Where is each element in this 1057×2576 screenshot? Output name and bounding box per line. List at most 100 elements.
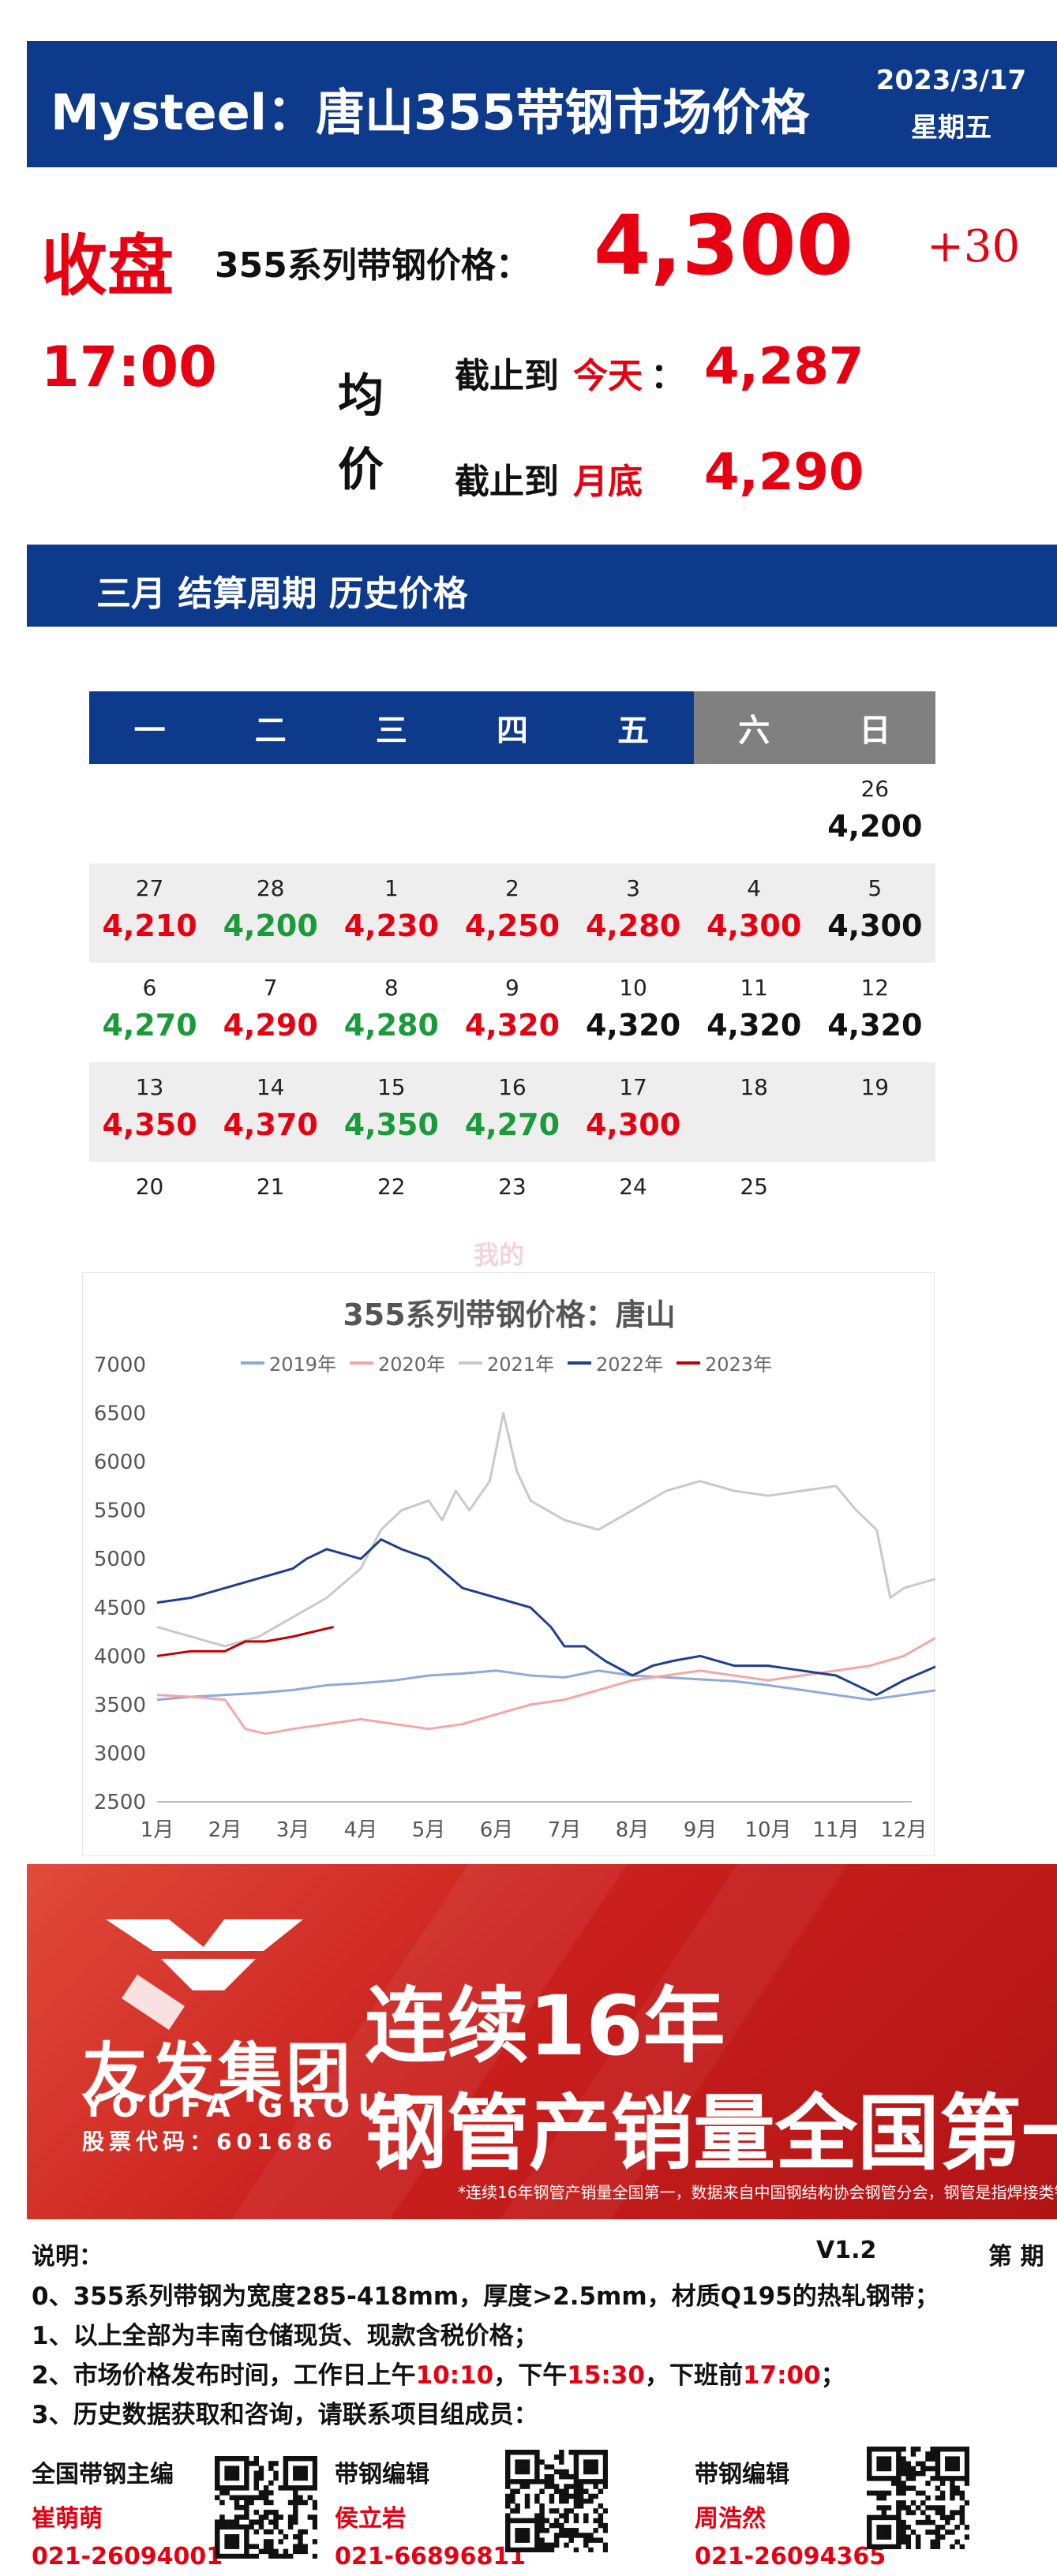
series-label: 355系列带钢价格： — [215, 245, 530, 286]
day-price: 4,300 — [707, 908, 802, 943]
calendar-day: 2 4,250 — [452, 863, 572, 963]
day-price: 4,230 — [343, 908, 439, 943]
y-tick-label: 4500 — [94, 1597, 146, 1620]
day-number: 18 — [740, 1074, 768, 1100]
day-price: 4,200 — [223, 908, 318, 943]
day-price — [694, 1103, 815, 1146]
calendar-day: 21 — [210, 1162, 331, 1261]
series-line-2020年 — [156, 1577, 966, 1735]
calendar-day — [89, 764, 210, 863]
day-price — [815, 1103, 935, 1146]
x-tick-label: 6月 — [480, 1818, 514, 1842]
day-number — [452, 773, 572, 805]
calendar-week-row: 20 21 22 23 24 25 — [89, 1162, 935, 1217]
contact-name-2: 侯立岩 — [335, 2505, 406, 2533]
day-number — [89, 773, 210, 805]
note-time-am: 10:10 — [415, 2361, 494, 2390]
contact-phone-1[interactable]: 021-26094001 — [32, 2543, 223, 2570]
close-time: 17:00 — [41, 335, 217, 399]
calendar-day: 10 4,320 — [573, 963, 694, 1062]
day-number: 22 — [377, 1174, 406, 1200]
calendar-day: 18 — [694, 1062, 815, 1162]
calendar-day: 1 4,230 — [331, 863, 452, 963]
x-tick-label: 1月 — [141, 1818, 174, 1842]
avg-today-value: 4,287 — [704, 338, 864, 396]
day-number — [573, 773, 694, 805]
ad-banner[interactable] — [27, 1864, 1057, 2219]
y-tick-label: 6500 — [94, 1402, 146, 1426]
note-item-0: 0、355系列带钢为宽度285-418mm，厚度>2.5mm，材质Q195的热轧… — [32, 2282, 939, 2311]
calendar-day — [573, 764, 694, 863]
calendar-day: 28 4,200 — [210, 863, 331, 963]
x-tick-label: 7月 — [548, 1818, 582, 1842]
banner-footnote: *连续16年钢管产销量全国第一，数据来自中国钢结构协会钢管分会，钢管是指焊接类钢… — [458, 2183, 1057, 2202]
calendar-week-row: 27 4,210 28 4,200 1 4,230 2 4,250 3 4,280 4 4,300 5 4… — [89, 863, 935, 963]
qr-code-icon[interactable] — [505, 2450, 609, 2553]
calendar-day: 5 4,300 — [815, 863, 935, 963]
day-number: 14 — [256, 1074, 285, 1100]
day-number: 3 — [626, 875, 640, 901]
price-calendar: 一 二 三 四 五 六 日 26 4,200 27 4,210 28 4,200 1 4,23… — [89, 691, 935, 1217]
youfa-logo-icon — [106, 1919, 303, 2030]
y-tick-label: 5500 — [94, 1500, 146, 1523]
day-number: 15 — [377, 1074, 406, 1100]
contact-phone-3[interactable]: 021-26094365 — [695, 2543, 886, 2570]
note-time-pm: 15:30 — [567, 2361, 645, 2390]
banner-decoration — [106, 1864, 848, 2219]
weekday-cell: 三 — [331, 691, 452, 764]
day-price: 4,320 — [464, 1008, 560, 1043]
day-price: 4,270 — [102, 1008, 197, 1043]
calendar-body: 26 4,200 27 4,210 28 4,200 1 4,230 2 4,250 3 4,280 4… — [89, 764, 935, 1217]
avg-month-value: 4,290 — [704, 444, 864, 502]
series-line-2019年 — [156, 1669, 965, 1702]
x-tick-label: 4月 — [344, 1818, 378, 1842]
issue-label: 第 期 — [988, 2243, 1044, 2271]
avg-today-prefix: 截止到 — [455, 356, 559, 396]
calendar-day: 9 4,320 — [452, 963, 572, 1062]
calendar-day: 13 4,350 — [89, 1062, 210, 1162]
brand-name-en: YOUFA GROUP — [82, 2088, 423, 2125]
day-price: 4,320 — [585, 1008, 681, 1043]
day-number: 25 — [740, 1174, 768, 1200]
qr-code-icon[interactable] — [215, 2456, 318, 2559]
calendar-day — [452, 764, 572, 863]
weekday-cell: 一 — [89, 691, 211, 764]
calendar-week-row: 6 4,270 7 4,290 8 4,280 9 4,320 10 4,320 11 4,320 12… — [89, 963, 935, 1062]
day-price — [694, 1203, 815, 1245]
day-number: 9 — [505, 975, 519, 1001]
y-tick-label: 4000 — [94, 1645, 146, 1668]
calendar-day: 15 4,350 — [331, 1062, 452, 1162]
day-price — [210, 1203, 331, 1245]
calendar-day: 23 — [452, 1162, 572, 1261]
y-tick-label: 5000 — [94, 1548, 146, 1571]
y-tick-label: 7000 — [94, 1354, 146, 1377]
day-price — [89, 1203, 210, 1245]
calendar-day — [694, 764, 815, 863]
note-item-2-end: ； — [820, 2361, 845, 2390]
day-number: 12 — [860, 975, 890, 1001]
note-item-3: 3、历史数据获取和咨询，请联系项目组成员： — [32, 2401, 538, 2429]
chart-svg: 355系列带钢价格：唐山 2019年 2020年 2021年 2022年 2023年 250… — [94, 1297, 966, 1842]
calendar-day: 17 4,300 — [573, 1062, 694, 1162]
x-tick-label: 5月 — [412, 1818, 446, 1842]
day-number: 8 — [384, 975, 399, 1001]
calendar-day: 4 4,300 — [694, 863, 815, 963]
contact-phone-2[interactable]: 021-66896811 — [335, 2543, 527, 2570]
notes-title: 说明： — [32, 2243, 103, 2271]
day-number: 24 — [619, 1174, 647, 1200]
day-number: 20 — [135, 1174, 164, 1200]
calendar-day: 25 — [694, 1162, 815, 1261]
day-number — [694, 773, 815, 805]
contact-role-3: 带钢编辑 — [695, 2461, 789, 2488]
calendar-day: 8 4,280 — [331, 963, 452, 1062]
qr-code-icon[interactable] — [867, 2447, 970, 2550]
note-item-2: 2、市场价格发布时间，工作日上午10:10，下午15:30，下班前17:00； — [32, 2355, 845, 2391]
contact-role-2: 带钢编辑 — [335, 2461, 429, 2488]
day-price — [694, 805, 815, 848]
day-number: 1 — [384, 875, 399, 901]
contact-role-1: 全国带钢主编 — [32, 2461, 174, 2488]
day-price: 4,280 — [343, 1008, 439, 1043]
day-price — [452, 805, 572, 848]
calendar-day — [210, 764, 331, 863]
y-tick-label: 2500 — [94, 1791, 146, 1814]
